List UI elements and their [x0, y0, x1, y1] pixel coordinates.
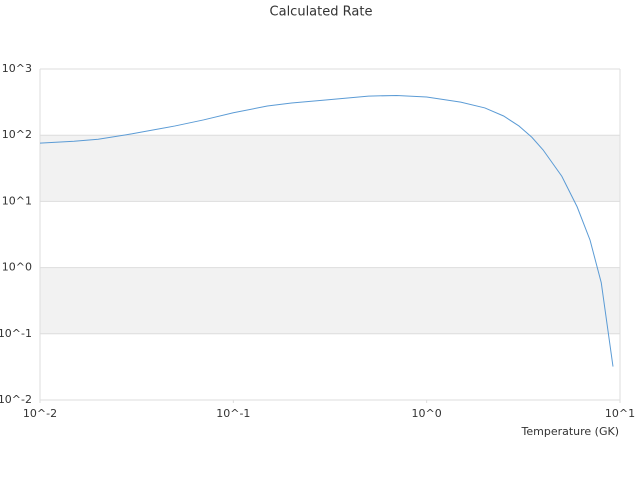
x-axis-label: Temperature (GK) — [521, 425, 620, 438]
y-tick-label: 10^1 — [2, 194, 32, 207]
line-series — [39, 94, 614, 367]
x-tick-label: 10^-2 — [23, 407, 57, 420]
x-tick-label: 10^0 — [412, 407, 442, 420]
y-tick-label: 10^-2 — [0, 393, 32, 406]
y-tick-label: 10^3 — [2, 62, 32, 75]
y-tick-label: 10^-1 — [0, 327, 32, 340]
x-tick-label: 10^-1 — [216, 407, 250, 420]
y-tick-label: 10^0 — [2, 261, 32, 274]
x-tick-label: 10^1 — [605, 407, 635, 420]
chart-title: Calculated Rate — [270, 5, 373, 20]
grid-band — [40, 267, 620, 334]
grid-band — [40, 135, 620, 202]
y-tick-label: 10^2 — [2, 128, 32, 141]
